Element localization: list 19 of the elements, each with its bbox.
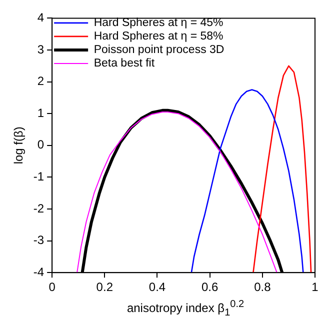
legend-label: Beta best fit — [94, 58, 156, 70]
y-tick-label: -2 — [33, 201, 44, 216]
x-tick-label: 0.8 — [254, 280, 272, 294]
x-tick-label: 0 — [48, 280, 56, 294]
x-tick-label: 0.6 — [201, 280, 218, 294]
y-tick-label: -1 — [33, 170, 44, 184]
y-tick-label: 0 — [37, 138, 44, 152]
y-tick-label: -4 — [33, 264, 44, 279]
x-tick-label: 1 — [312, 280, 319, 294]
legend-label: Poisson point process 3D — [94, 44, 224, 56]
y-tick-label: 2 — [37, 74, 44, 88]
y-axis-title: log f(β) — [12, 126, 26, 164]
y-tick-label: 3 — [37, 42, 44, 56]
x-tick-label: 0.2 — [96, 280, 114, 294]
y-tick-label: 4 — [37, 10, 44, 25]
y-tick-label: 1 — [37, 106, 44, 120]
x-tick-label: 0.4 — [148, 280, 166, 294]
y-tick-label: -3 — [33, 233, 44, 248]
legend-label: Hard Spheres at η = 58% — [94, 30, 224, 43]
